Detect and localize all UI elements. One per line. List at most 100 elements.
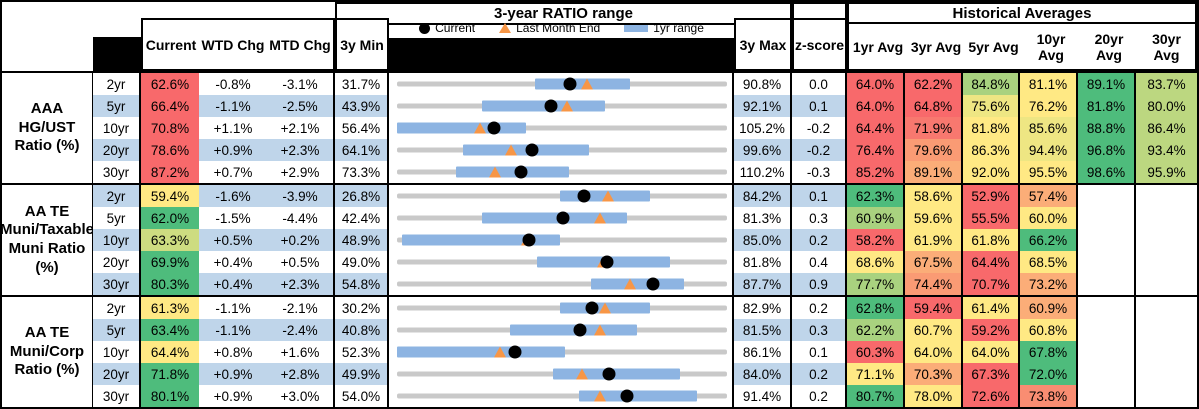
avg-cell-30yr[interactable] <box>1136 251 1197 273</box>
avg-cell-3yr[interactable]: 79.6% <box>905 139 963 161</box>
wtd-chg-cell[interactable]: +1.1% <box>199 117 267 139</box>
wtd-chg-cell[interactable]: -0.8% <box>199 73 267 95</box>
current-cell[interactable]: 80.3% <box>141 273 199 295</box>
avg-cell-20yr[interactable] <box>1078 273 1136 295</box>
avg-cell-1yr[interactable]: 64.0% <box>847 73 905 95</box>
mtd-chg-cell[interactable]: -2.4% <box>267 319 335 341</box>
wtd-chg-cell[interactable]: +0.4% <box>199 251 267 273</box>
avg-cell-1yr[interactable]: 58.2% <box>847 229 905 251</box>
avg-cell-1yr[interactable]: 77.7% <box>847 273 905 295</box>
z-score-cell[interactable]: -0.2 <box>792 139 847 161</box>
min-3y-cell[interactable]: 56.4% <box>335 117 389 139</box>
avg-cell-30yr[interactable] <box>1136 185 1197 207</box>
avg-cell-5yr[interactable]: 84.8% <box>963 73 1020 95</box>
max-3y-cell[interactable]: 85.0% <box>734 229 792 251</box>
min-3y-cell[interactable]: 49.9% <box>335 363 389 385</box>
avg-cell-1yr[interactable]: 71.1% <box>847 363 905 385</box>
avg-cell-5yr[interactable]: 72.6% <box>963 385 1020 407</box>
avg-cell-30yr[interactable]: 86.4% <box>1136 117 1197 139</box>
avg-cell-5yr[interactable]: 52.9% <box>963 185 1020 207</box>
avg-cell-20yr[interactable]: 96.8% <box>1078 139 1136 161</box>
avg-cell-10yr[interactable]: 57.4% <box>1020 185 1078 207</box>
maturity-cell[interactable]: 20yr <box>93 251 141 273</box>
maturity-cell[interactable]: 5yr <box>93 319 141 341</box>
min-3y-cell[interactable]: 73.3% <box>335 161 389 183</box>
maturity-cell[interactable]: 30yr <box>93 161 141 183</box>
min-3y-cell[interactable]: 26.8% <box>335 185 389 207</box>
z-score-cell[interactable]: 0.3 <box>792 319 847 341</box>
wtd-chg-cell[interactable]: +0.9% <box>199 139 267 161</box>
avg-cell-10yr[interactable]: 81.1% <box>1020 73 1078 95</box>
max-3y-cell[interactable]: 81.8% <box>734 251 792 273</box>
z-score-cell[interactable]: 0.2 <box>792 363 847 385</box>
avg-cell-20yr[interactable] <box>1078 229 1136 251</box>
z-score-cell[interactable]: 0.2 <box>792 229 847 251</box>
avg-cell-30yr[interactable] <box>1136 319 1197 341</box>
avg-cell-30yr[interactable]: 80.0% <box>1136 95 1197 117</box>
avg-cell-20yr[interactable]: 89.1% <box>1078 73 1136 95</box>
max-3y-cell[interactable]: 99.6% <box>734 139 792 161</box>
avg-cell-3yr[interactable]: 89.1% <box>905 161 963 183</box>
mtd-chg-cell[interactable]: +0.5% <box>267 251 335 273</box>
wtd-chg-cell[interactable]: +0.4% <box>199 273 267 295</box>
avg-cell-10yr[interactable]: 94.4% <box>1020 139 1078 161</box>
avg-cell-5yr[interactable]: 75.6% <box>963 95 1020 117</box>
avg-cell-20yr[interactable] <box>1078 251 1136 273</box>
wtd-chg-cell[interactable]: -1.5% <box>199 207 267 229</box>
avg-cell-1yr[interactable]: 62.8% <box>847 297 905 319</box>
wtd-chg-cell[interactable]: -1.1% <box>199 297 267 319</box>
avg-cell-1yr[interactable]: 76.4% <box>847 139 905 161</box>
max-3y-cell[interactable]: 81.5% <box>734 319 792 341</box>
avg-cell-3yr[interactable]: 62.2% <box>905 73 963 95</box>
maturity-cell[interactable]: 30yr <box>93 385 141 407</box>
maturity-cell[interactable]: 2yr <box>93 73 141 95</box>
avg-cell-20yr[interactable] <box>1078 385 1136 407</box>
min-3y-cell[interactable]: 64.1% <box>335 139 389 161</box>
mtd-chg-cell[interactable]: +2.3% <box>267 273 335 295</box>
maturity-cell[interactable]: 10yr <box>93 117 141 139</box>
wtd-chg-cell[interactable]: -1.1% <box>199 95 267 117</box>
avg-cell-1yr[interactable]: 80.7% <box>847 385 905 407</box>
avg-cell-10yr[interactable]: 60.8% <box>1020 319 1078 341</box>
avg-cell-30yr[interactable]: 93.4% <box>1136 139 1197 161</box>
min-3y-cell[interactable]: 31.7% <box>335 73 389 95</box>
current-cell[interactable]: 70.8% <box>141 117 199 139</box>
avg-cell-30yr[interactable] <box>1136 385 1197 407</box>
mtd-chg-cell[interactable]: +2.9% <box>267 161 335 183</box>
avg-cell-3yr[interactable]: 59.4% <box>905 297 963 319</box>
avg-cell-3yr[interactable]: 70.3% <box>905 363 963 385</box>
z-score-cell[interactable]: -0.2 <box>792 117 847 139</box>
mtd-chg-cell[interactable]: -4.4% <box>267 207 335 229</box>
current-cell[interactable]: 64.4% <box>141 341 199 363</box>
avg-cell-3yr[interactable]: 78.0% <box>905 385 963 407</box>
min-3y-cell[interactable]: 30.2% <box>335 297 389 319</box>
avg-cell-20yr[interactable] <box>1078 341 1136 363</box>
avg-cell-1yr[interactable]: 62.2% <box>847 319 905 341</box>
avg-cell-20yr[interactable] <box>1078 297 1136 319</box>
avg-cell-3yr[interactable]: 60.7% <box>905 319 963 341</box>
avg-cell-10yr[interactable]: 68.5% <box>1020 251 1078 273</box>
max-3y-cell[interactable]: 110.2% <box>734 161 792 183</box>
avg-cell-5yr[interactable]: 86.3% <box>963 139 1020 161</box>
avg-cell-3yr[interactable]: 67.5% <box>905 251 963 273</box>
maturity-cell[interactable]: 10yr <box>93 229 141 251</box>
z-score-cell[interactable]: 0.3 <box>792 207 847 229</box>
maturity-cell[interactable]: 2yr <box>93 297 141 319</box>
z-score-cell[interactable]: 0.2 <box>792 297 847 319</box>
avg-cell-3yr[interactable]: 64.8% <box>905 95 963 117</box>
avg-cell-30yr[interactable] <box>1136 207 1197 229</box>
wtd-chg-cell[interactable]: -1.6% <box>199 185 267 207</box>
z-score-cell[interactable]: -0.3 <box>792 161 847 183</box>
avg-cell-1yr[interactable]: 64.0% <box>847 95 905 117</box>
current-cell[interactable]: 62.0% <box>141 207 199 229</box>
z-score-cell[interactable]: 0.1 <box>792 185 847 207</box>
max-3y-cell[interactable]: 87.7% <box>734 273 792 295</box>
mtd-chg-cell[interactable]: +0.2% <box>267 229 335 251</box>
avg-cell-20yr[interactable]: 81.8% <box>1078 95 1136 117</box>
current-cell[interactable]: 69.9% <box>141 251 199 273</box>
avg-cell-1yr[interactable]: 60.3% <box>847 341 905 363</box>
mtd-chg-cell[interactable]: -3.9% <box>267 185 335 207</box>
avg-cell-10yr[interactable]: 73.2% <box>1020 273 1078 295</box>
maturity-cell[interactable]: 5yr <box>93 207 141 229</box>
min-3y-cell[interactable]: 43.9% <box>335 95 389 117</box>
